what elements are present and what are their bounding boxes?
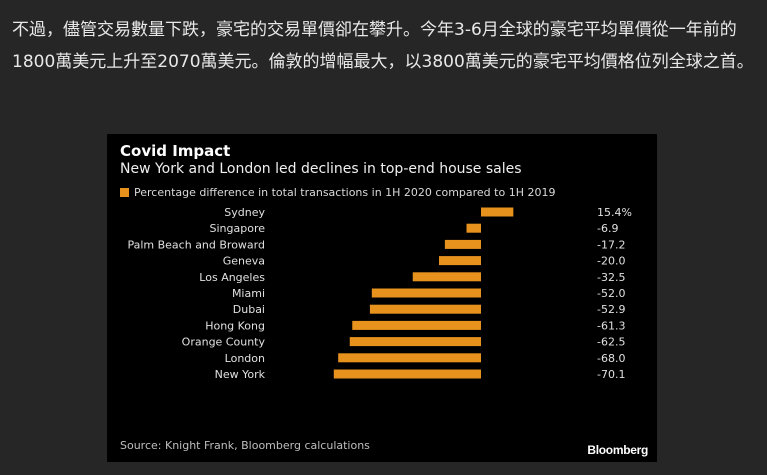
- bar: [369, 304, 481, 314]
- value-label: -61.3: [597, 319, 625, 332]
- bar: [466, 223, 481, 233]
- category-label: Hong Kong: [205, 319, 265, 332]
- value-label: -70.1: [597, 368, 625, 381]
- bar: [333, 369, 481, 379]
- category-label: Los Angeles: [199, 271, 265, 284]
- bar: [481, 207, 514, 217]
- chart-title: Covid Impact: [120, 142, 231, 160]
- chart-source: Source: Knight Frank, Bloomberg calculat…: [120, 439, 370, 452]
- legend-label: Percentage difference in total transacti…: [134, 186, 556, 199]
- bar: [439, 256, 481, 266]
- value-label: -17.2: [597, 238, 625, 251]
- category-label: Sydney: [224, 206, 265, 219]
- chart-subtitle: New York and London led declines in top-…: [120, 161, 522, 177]
- category-label: Orange County: [182, 336, 266, 349]
- article-paragraph: 不過，儘管交易數量下跌，豪宅的交易單價卻在攀升。今年3-6月全球的豪宅平均單價從…: [12, 20, 754, 72]
- category-label: Miami: [232, 287, 265, 300]
- value-label: -32.5: [597, 271, 625, 284]
- category-label: London: [225, 352, 265, 365]
- value-label: -20.0: [597, 255, 625, 268]
- bar: [444, 239, 481, 249]
- legend-swatch: [120, 188, 129, 197]
- bar: [352, 320, 481, 330]
- bar: [412, 272, 481, 282]
- value-label: -6.9: [597, 222, 618, 235]
- chart-card: Covid Impact New York and London led dec…: [107, 134, 657, 462]
- bar-chart: Sydney 15.4% Singapore -6.9 Palm Beach and B…: [127, 206, 632, 381]
- category-label: New York: [215, 368, 266, 381]
- value-label: 15.4%: [597, 206, 632, 219]
- bar: [371, 288, 481, 298]
- value-label: -68.0: [597, 352, 625, 365]
- value-label: -52.9: [597, 303, 625, 316]
- bloomberg-logo: Bloomberg: [587, 443, 648, 457]
- value-label: -62.5: [597, 336, 625, 349]
- category-label: Singapore: [210, 222, 266, 235]
- bar: [338, 353, 481, 363]
- category-label: Dubai: [233, 303, 265, 316]
- value-label: -52.0: [597, 287, 625, 300]
- category-label: Palm Beach and Broward: [127, 238, 265, 251]
- category-label: Geneva: [223, 255, 265, 268]
- bar: [349, 337, 481, 347]
- chart-legend: Percentage difference in total transacti…: [120, 186, 555, 199]
